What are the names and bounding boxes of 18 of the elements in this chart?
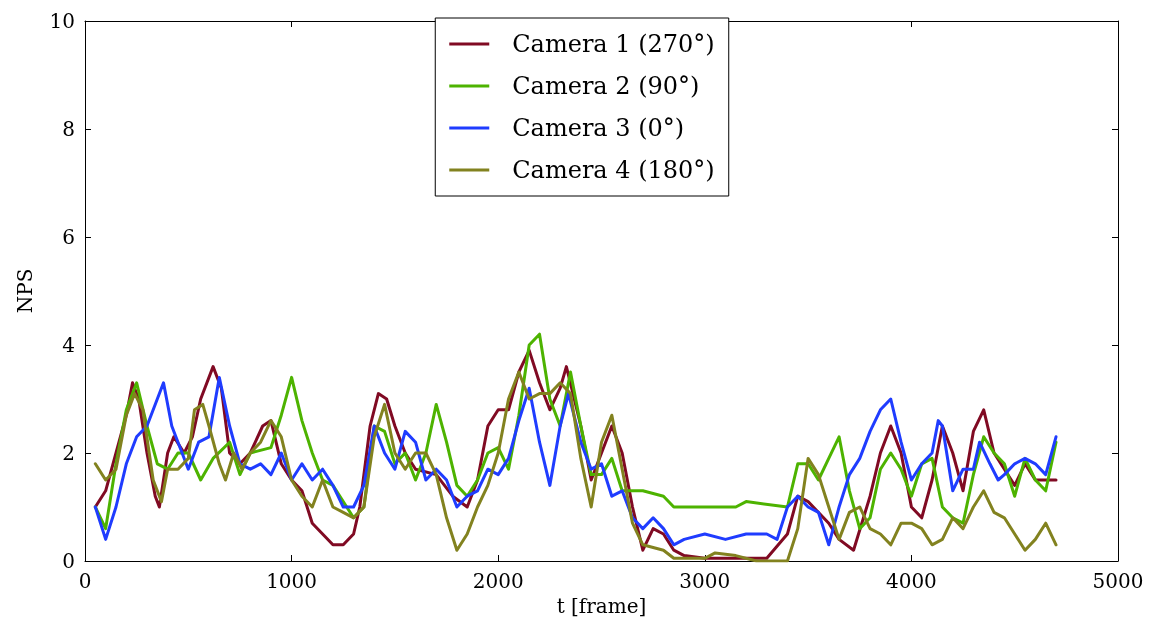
x-tick-label: 0 [78, 569, 92, 593]
y-tick-label: 6 [62, 225, 75, 249]
legend-label: Camera 3 (0°) [512, 114, 685, 142]
x-axis-title: t [frame] [556, 593, 647, 618]
legend-label: Camera 2 (90°) [512, 72, 700, 100]
y-tick-label: 0 [62, 549, 75, 573]
x-tick-label: 4000 [885, 569, 937, 593]
x-tick-label: 5000 [1092, 569, 1144, 593]
x-tick-label: 3000 [679, 569, 731, 593]
y-axis-title: NPS [13, 268, 37, 314]
x-tick-label: 1000 [266, 569, 318, 593]
y-tick-label: 10 [49, 9, 75, 33]
legend-label: Camera 4 (180°) [512, 156, 715, 184]
legend-label: Camera 1 (270°) [512, 30, 715, 58]
y-tick-label: 4 [62, 333, 75, 357]
x-tick-label: 2000 [472, 569, 524, 593]
y-tick-label: 8 [62, 117, 75, 141]
y-tick-label: 2 [62, 441, 75, 465]
